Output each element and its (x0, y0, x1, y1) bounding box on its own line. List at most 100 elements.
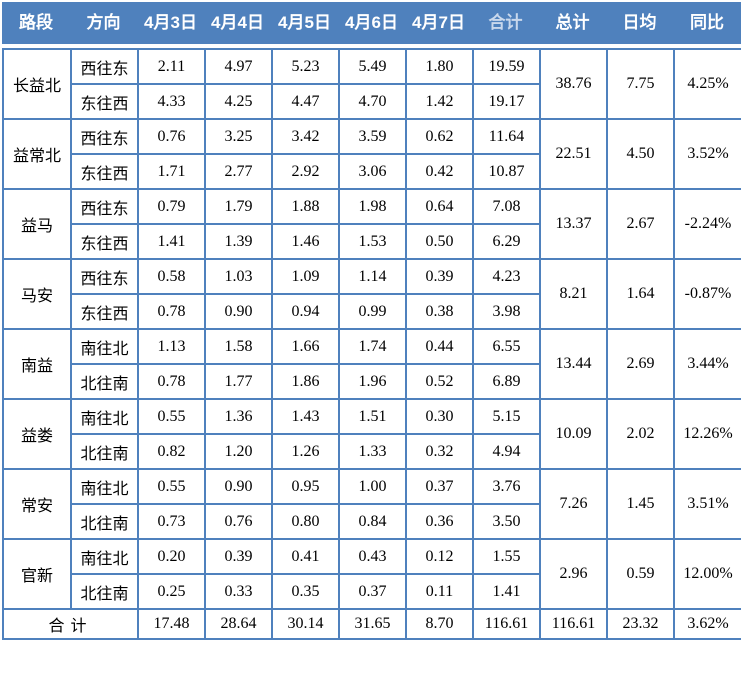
value-cell: 1.09 (271, 258, 340, 295)
direction-cell: 北往南 (70, 503, 139, 540)
road-name-cell: 长益北 (2, 48, 72, 120)
value-cell: 0.55 (137, 468, 206, 505)
daily-avg-cell: 2.67 (606, 188, 675, 260)
footer-yoy-cell: 3.62% (673, 608, 741, 640)
footer-value-cell: 8.70 (405, 608, 474, 640)
table-row: 益常北 西往东 0.76 3.25 3.42 3.59 0.62 11.64 2… (2, 118, 741, 190)
value-cell: 1.79 (204, 188, 273, 225)
header-cell-date-4: 4月6日 (345, 13, 398, 32)
total-cell: 13.44 (539, 328, 608, 400)
table-row: 常安 南往北 0.55 0.90 0.95 1.00 0.37 3.76 7.2… (2, 468, 741, 540)
daily-avg-cell: 1.45 (606, 468, 675, 540)
value-cell: 0.50 (405, 223, 474, 260)
value-cell: 1.66 (271, 328, 340, 365)
direction-cell: 西往东 (70, 118, 139, 155)
value-cell: 0.35 (271, 573, 340, 610)
value-cell: 0.90 (204, 293, 273, 330)
value-cell: 1.14 (338, 258, 407, 295)
yoy-cell: 3.51% (673, 468, 741, 540)
value-cell: 0.32 (405, 433, 474, 470)
road-name-cell: 马安 (2, 258, 72, 330)
subtotal-cell: 3.98 (472, 293, 541, 330)
value-cell: 1.36 (204, 398, 273, 435)
value-cell: 1.39 (204, 223, 273, 260)
value-cell: 0.95 (271, 468, 340, 505)
value-cell: 0.76 (204, 503, 273, 540)
footer-label-cell: 合计 (2, 608, 139, 640)
value-cell: 5.49 (338, 48, 407, 85)
value-cell: 0.39 (405, 258, 474, 295)
value-cell: 0.43 (338, 538, 407, 575)
table-row: 马安 西往东 0.58 1.03 1.09 1.14 0.39 4.23 8.2… (2, 258, 741, 330)
value-cell: 1.77 (204, 363, 273, 400)
value-cell: 1.46 (271, 223, 340, 260)
subtotal-cell: 3.76 (472, 468, 541, 505)
value-cell: 1.43 (271, 398, 340, 435)
table-row: 东往西 1.71 2.77 2.92 3.06 0.42 10.87 (3, 153, 741, 190)
value-cell: 0.33 (204, 573, 273, 610)
value-cell: 0.25 (137, 573, 206, 610)
subtotal-cell: 1.55 (472, 538, 541, 575)
value-cell: 0.58 (137, 258, 206, 295)
direction-cell: 东往西 (70, 293, 139, 330)
value-cell: 1.13 (137, 328, 206, 365)
subtotal-cell: 19.59 (472, 48, 541, 85)
value-cell: 0.52 (405, 363, 474, 400)
value-cell: 0.30 (405, 398, 474, 435)
road-name-cell: 南益 (2, 328, 72, 400)
subtotal-cell: 6.89 (472, 363, 541, 400)
footer-value-cell: 17.48 (137, 608, 206, 640)
header-cell-direction: 方向 (86, 13, 121, 32)
total-cell: 38.76 (539, 48, 608, 120)
direction-cell: 西往东 (70, 258, 139, 295)
value-cell: 0.84 (338, 503, 407, 540)
subtotal-cell: 1.41 (472, 573, 541, 610)
value-cell: 3.42 (271, 118, 340, 155)
value-cell: 0.73 (137, 503, 206, 540)
table-row: 北往南 0.73 0.76 0.80 0.84 0.36 3.50 (3, 503, 741, 540)
value-cell: 1.74 (338, 328, 407, 365)
direction-cell: 南往北 (70, 538, 139, 575)
total-cell: 2.96 (539, 538, 608, 610)
road-name-cell: 益常北 (2, 118, 72, 190)
subtotal-cell: 4.23 (472, 258, 541, 295)
table-row: 南益 南往北 1.13 1.58 1.66 1.74 0.44 6.55 13.… (2, 328, 741, 400)
value-cell: 0.62 (405, 118, 474, 155)
subtotal-cell: 19.17 (472, 83, 541, 120)
table-row: 东往西 1.41 1.39 1.46 1.53 0.50 6.29 (3, 223, 741, 260)
value-cell: 4.47 (271, 83, 340, 120)
value-cell: 0.36 (405, 503, 474, 540)
value-cell: 0.99 (338, 293, 407, 330)
footer-grand-total-cell: 116.61 (539, 608, 608, 640)
value-cell: 1.42 (405, 83, 474, 120)
value-cell: 2.77 (204, 153, 273, 190)
value-cell: 0.80 (271, 503, 340, 540)
daily-avg-cell: 4.50 (606, 118, 675, 190)
value-cell: 1.20 (204, 433, 273, 470)
header-cell-subtotal: 合计 (488, 13, 523, 32)
yoy-cell: 12.26% (673, 398, 741, 470)
value-cell: 0.94 (271, 293, 340, 330)
table-row: 益马 西往东 0.79 1.79 1.88 1.98 0.64 7.08 13.… (2, 188, 741, 260)
value-cell: 0.78 (137, 293, 206, 330)
direction-cell: 西往东 (70, 48, 139, 85)
table-row: 北往南 0.82 1.20 1.26 1.33 0.32 4.94 (3, 433, 741, 470)
table-row: 益娄 南往北 0.55 1.36 1.43 1.51 0.30 5.15 10.… (2, 398, 741, 470)
value-cell: 0.76 (137, 118, 206, 155)
daily-avg-cell: 1.64 (606, 258, 675, 330)
value-cell: 0.82 (137, 433, 206, 470)
value-cell: 1.41 (137, 223, 206, 260)
daily-avg-cell: 2.02 (606, 398, 675, 470)
value-cell: 0.44 (405, 328, 474, 365)
value-cell: 5.23 (271, 48, 340, 85)
daily-avg-cell: 0.59 (606, 538, 675, 610)
value-cell: 1.00 (338, 468, 407, 505)
road-name-cell: 官新 (2, 538, 72, 610)
value-cell: 0.55 (137, 398, 206, 435)
total-cell: 13.37 (539, 188, 608, 260)
direction-cell: 南往北 (70, 468, 139, 505)
direction-cell: 东往西 (70, 83, 139, 120)
yoy-cell: 3.52% (673, 118, 741, 190)
direction-cell: 北往南 (70, 573, 139, 610)
value-cell: 0.90 (204, 468, 273, 505)
